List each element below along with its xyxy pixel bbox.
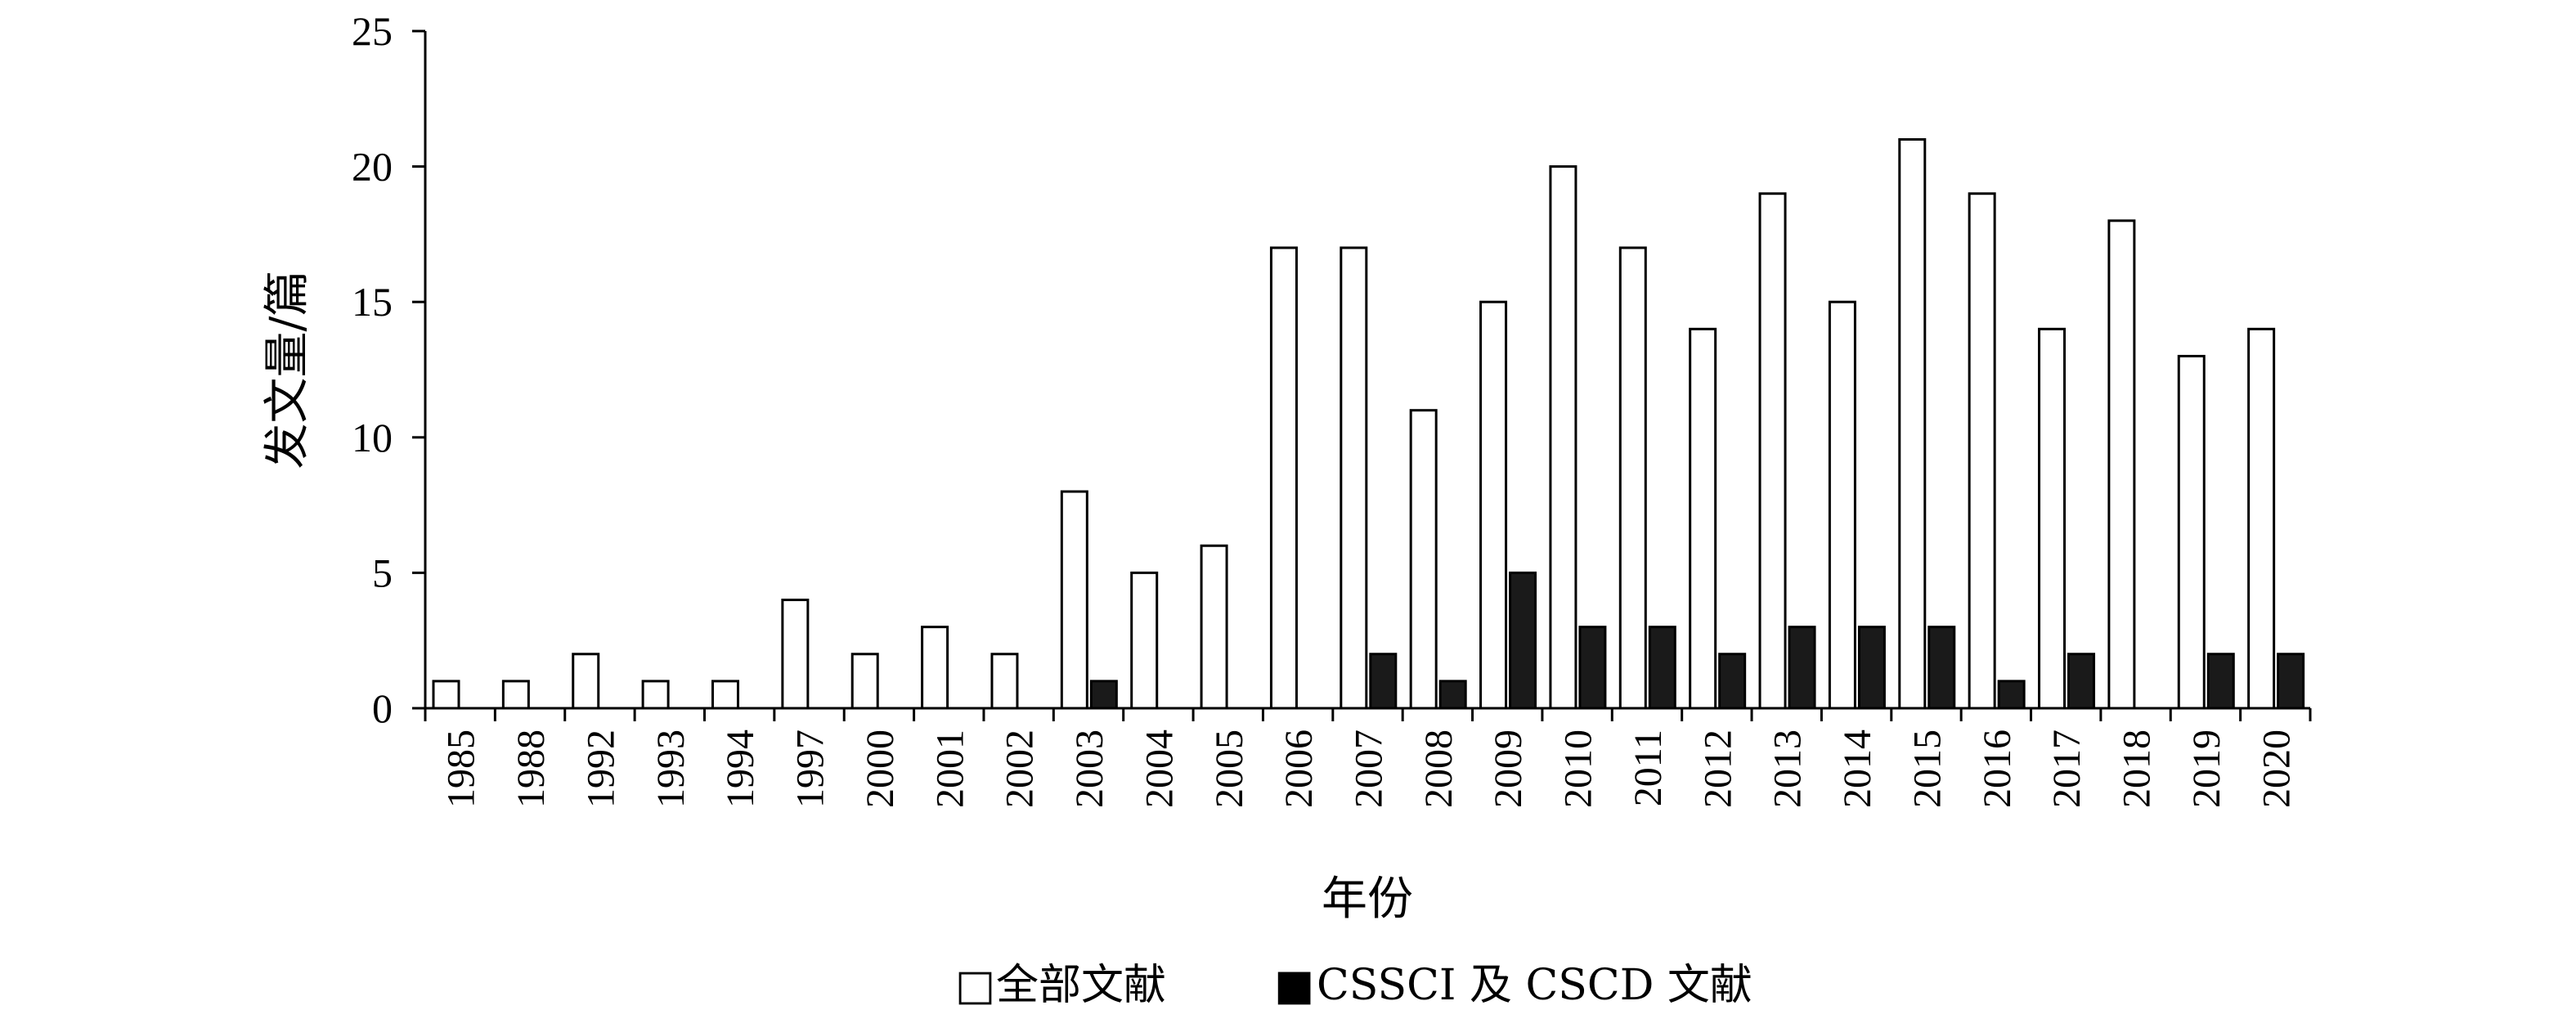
x-tick-label: 2005 xyxy=(1208,729,1251,808)
x-tick-label: 1988 xyxy=(509,729,553,808)
bar-all-literature-2017 xyxy=(2038,327,2067,710)
bar-all-literature-2020 xyxy=(2247,327,2276,710)
x-axis-title: 年份 xyxy=(1322,873,1413,926)
x-ticks: 1985 1988 1992 1993 1994 1997 2000 2001 2002 2003… xyxy=(424,708,2312,808)
bar-all-literature-1988 xyxy=(501,680,530,710)
y-tick-label: 15 xyxy=(352,279,393,325)
bar-cssci-cscd-2009 xyxy=(1509,571,1537,710)
x-tick-label: 1993 xyxy=(649,729,693,808)
bar-all-literature-2018 xyxy=(2107,219,2136,710)
bar-all-literature-2019 xyxy=(2177,354,2206,710)
x-tick-label: 2011 xyxy=(1627,729,1670,806)
y-ticks: 0 5 10 15 20 25 xyxy=(352,8,425,731)
y-tick-label: 10 xyxy=(352,415,393,460)
x-tick-label: 2016 xyxy=(1976,729,2019,808)
bar-cssci-cscd-2015 xyxy=(1928,626,1956,710)
x-tick-label: 2017 xyxy=(2045,729,2089,808)
legend-marker-all-icon: □ xyxy=(955,961,995,1010)
x-tick-label: 2003 xyxy=(1068,729,1111,808)
bar-cssci-cscd-2014 xyxy=(1857,626,1886,710)
legend: □ 全部文献 ■ CSSCI 及 CSCD 文献 xyxy=(955,961,1752,1010)
bar-cssci-cscd-2013 xyxy=(1788,626,1816,710)
bar-all-literature-2003 xyxy=(1060,490,1088,710)
bar-cssci-cscd-2019 xyxy=(2206,653,2235,710)
bar-all-literature-2013 xyxy=(1758,192,1787,710)
bar-all-literature-2006 xyxy=(1269,246,1298,710)
bar-all-literature-2000 xyxy=(850,653,879,710)
x-tick-label: 2020 xyxy=(2255,729,2298,808)
bar-cssci-cscd-2020 xyxy=(2277,653,2305,710)
x-tick-label: 2002 xyxy=(999,729,1042,808)
bar-all-literature-2010 xyxy=(1549,165,1577,710)
bar-all-literature-2015 xyxy=(1898,137,1927,710)
x-tick-label: 2015 xyxy=(1905,729,1949,808)
x-tick-label: 1992 xyxy=(579,729,622,808)
bar-all-literature-1994 xyxy=(711,680,739,710)
bar-all-literature-2016 xyxy=(1968,192,1996,710)
bar-all-literature-1992 xyxy=(572,653,600,710)
bar-all-literature-2011 xyxy=(1618,246,1647,710)
x-tick-label: 2000 xyxy=(859,729,902,808)
x-tick-label: 2010 xyxy=(1557,729,1600,808)
x-tick-label: 2004 xyxy=(1138,729,1181,808)
legend-label-core: CSSCI 及 CSCD 文献 xyxy=(1317,961,1752,1010)
bar-all-literature-1993 xyxy=(641,680,670,710)
legend-label-all: 全部文献 xyxy=(996,961,1166,1010)
axes-layer xyxy=(424,31,2310,710)
bar-cssci-cscd-2017 xyxy=(2067,653,2096,710)
bar-cssci-cscd-2007 xyxy=(1369,653,1398,710)
y-tick-label: 25 xyxy=(352,8,393,54)
bar-all-literature-1985 xyxy=(432,680,460,710)
bar-all-literature-2009 xyxy=(1479,300,1508,710)
bar-all-literature-1997 xyxy=(781,599,810,710)
x-tick-label: 2019 xyxy=(2185,729,2228,808)
bar-cssci-cscd-2010 xyxy=(1578,626,1607,710)
x-tick-label: 2001 xyxy=(928,729,972,808)
x-tick-label: 2008 xyxy=(1417,729,1461,808)
x-tick-label: 2018 xyxy=(2116,729,2159,808)
bar-all-literature-2004 xyxy=(1130,571,1159,710)
y-axis-title: 发文量/篇 xyxy=(261,271,314,469)
bar-all-literature-2007 xyxy=(1340,246,1368,710)
x-tick-label: 2014 xyxy=(1836,729,1879,808)
bar-all-literature-2014 xyxy=(1828,300,1856,710)
x-tick-label: 1994 xyxy=(719,729,762,808)
bar-cssci-cscd-2003 xyxy=(1089,680,1118,710)
x-tick-label: 2007 xyxy=(1348,729,1391,808)
bar-cssci-cscd-2016 xyxy=(1997,680,2026,710)
bar-all-literature-2001 xyxy=(921,626,949,710)
bars-layer xyxy=(432,137,2305,710)
x-tick-label: 2013 xyxy=(1766,729,1810,808)
x-tick-label: 2012 xyxy=(1696,729,1739,808)
y-tick-label: 5 xyxy=(372,550,393,595)
bar-cssci-cscd-2011 xyxy=(1648,626,1676,710)
bar-cssci-cscd-2008 xyxy=(1438,680,1467,710)
bar-all-literature-2002 xyxy=(990,653,1019,710)
x-tick-label: 2009 xyxy=(1487,729,1530,808)
bar-all-literature-2008 xyxy=(1409,409,1438,710)
x-tick-label: 2006 xyxy=(1277,729,1321,808)
y-tick-label: 20 xyxy=(352,144,393,190)
y-tick-label: 0 xyxy=(372,685,393,731)
x-tick-label: 1985 xyxy=(440,729,483,808)
legend-marker-core-icon: ■ xyxy=(1274,961,1314,1010)
bar-all-literature-2005 xyxy=(1200,544,1228,710)
bar-cssci-cscd-2012 xyxy=(1718,653,1747,710)
x-tick-label: 1997 xyxy=(789,729,832,808)
bar-all-literature-2012 xyxy=(1689,327,1717,710)
